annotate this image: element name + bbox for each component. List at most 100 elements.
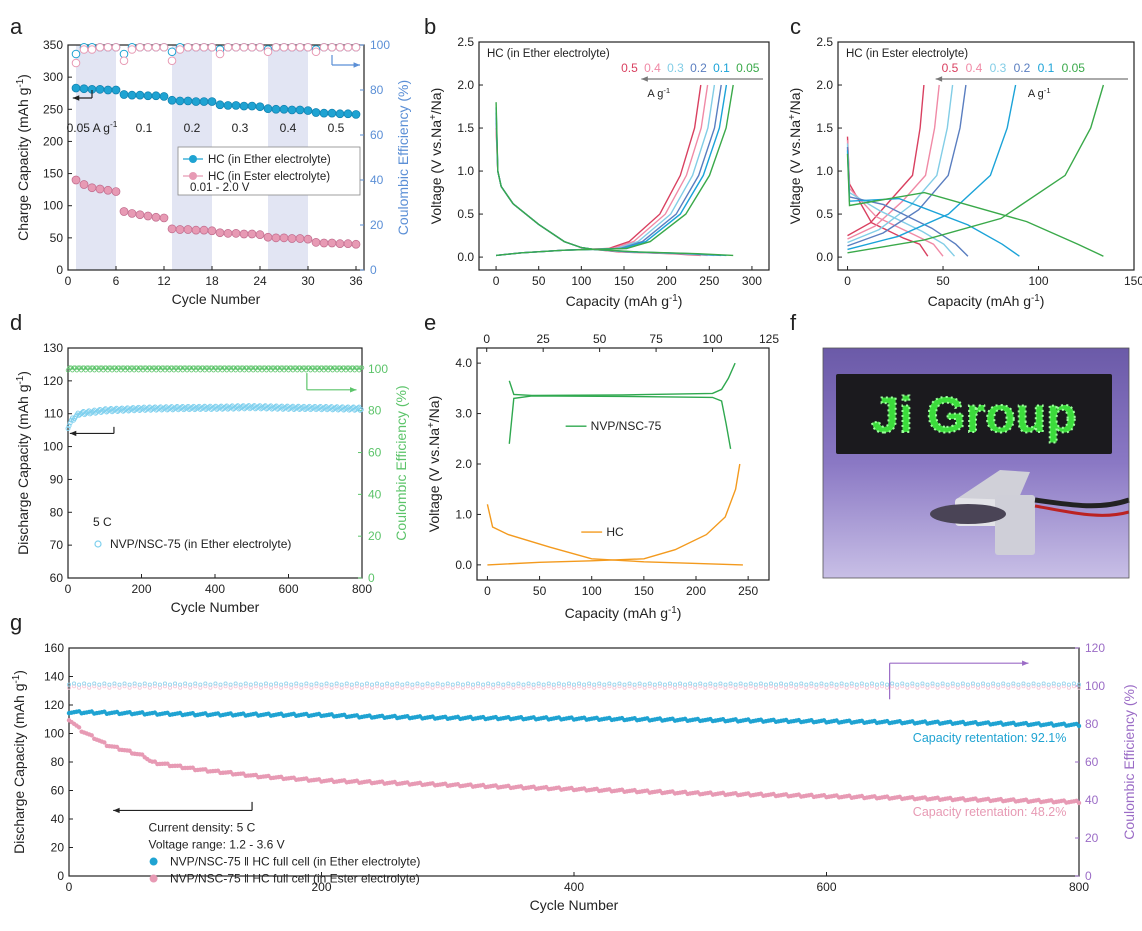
y-tick-label: 80 [50, 505, 64, 519]
ce-point [102, 684, 107, 689]
ce-point [354, 681, 359, 686]
y-tick-label: 100 [44, 727, 64, 741]
ce-point [226, 365, 231, 370]
ce-point [1077, 682, 1082, 687]
data-point [127, 90, 137, 100]
data-point [159, 213, 169, 223]
data-point [191, 97, 201, 106]
ce-point [67, 682, 72, 687]
ce-point [592, 682, 597, 687]
ce-point [390, 682, 395, 687]
ce-point [460, 682, 465, 687]
ce-point [268, 682, 273, 687]
ce-point [566, 684, 571, 689]
ce-point [486, 681, 491, 686]
rate-band [76, 45, 116, 270]
ce-point [77, 682, 82, 687]
panel-f: Ji Group [822, 347, 1130, 579]
ce-point [157, 682, 162, 687]
ce-point [82, 681, 87, 686]
ce-point [587, 681, 592, 686]
ce-point [758, 681, 763, 686]
ce-point [248, 365, 253, 370]
y2-tick-label: 120 [1085, 641, 1105, 655]
ce-point [536, 684, 541, 689]
ce-point [97, 682, 102, 687]
ce-point [612, 682, 617, 687]
ce-point [319, 682, 324, 687]
y-tick-label: 0 [56, 263, 63, 277]
ce-point [147, 682, 152, 687]
y-tick-label: 1.5 [816, 121, 833, 135]
ce-point [329, 682, 334, 687]
rate-arrow-head [935, 76, 943, 82]
data-point [71, 175, 81, 185]
data-point [231, 229, 241, 238]
legend-box [177, 146, 361, 196]
data-point [239, 229, 249, 239]
ce-point [657, 684, 662, 689]
data-point [343, 109, 353, 119]
ce-point [551, 682, 556, 687]
ce-point [708, 684, 713, 689]
data-point [66, 423, 72, 429]
ce-point [799, 684, 804, 689]
condition-note: Voltage range: 1.2 - 3.6 V [149, 838, 285, 852]
ce-point [587, 684, 592, 689]
ce-point [920, 684, 925, 689]
ce-point [405, 684, 410, 689]
data-point [199, 225, 209, 235]
plot-frame [478, 41, 770, 271]
ce-point [940, 684, 945, 689]
data-point [255, 102, 265, 112]
data-point [199, 97, 209, 106]
ce-point [819, 684, 824, 689]
y-tick-label: 20 [51, 841, 65, 855]
ce-point [688, 681, 693, 686]
ce-point [516, 684, 521, 689]
x-tick-label: 0 [844, 274, 851, 288]
ce-point [1011, 684, 1016, 689]
x-tick-label: 800 [1069, 880, 1089, 894]
data-point [183, 96, 193, 106]
data-point [239, 101, 249, 111]
ce-point [238, 682, 243, 687]
ce-point [195, 365, 200, 370]
data-point [303, 234, 313, 244]
y-tick-label: 160 [44, 641, 64, 655]
discharge-curve [495, 107, 727, 257]
voltage-note: 0.01 - 2.0 V [190, 182, 250, 194]
data-point [247, 229, 257, 239]
data-point [319, 238, 329, 248]
ce-point [193, 684, 198, 689]
ce-point [183, 42, 193, 52]
ce-point [309, 682, 314, 687]
ce-point [255, 42, 265, 52]
ce-point [274, 681, 279, 686]
ce-point [678, 684, 683, 689]
ce-point [173, 684, 178, 689]
ce-point [253, 684, 258, 689]
ce-point [738, 684, 743, 689]
data-point [215, 100, 225, 110]
ce-point [627, 681, 632, 686]
ce-point [186, 365, 191, 370]
ce-point [258, 682, 263, 687]
ce-point [779, 681, 784, 686]
cell-clip-lever [958, 470, 1030, 500]
ce-point [465, 684, 470, 689]
data-point [279, 104, 289, 114]
ce-point [582, 682, 587, 687]
y-tick-label: 60 [50, 571, 64, 585]
ce-point [183, 684, 188, 689]
rate-label: 0.4 [280, 121, 297, 135]
data-point [223, 101, 233, 110]
ce-point [960, 684, 965, 689]
ce-point [231, 42, 241, 52]
x-axis-title: Capacity (mAh g-1) [928, 293, 1045, 310]
ce-point [344, 681, 349, 686]
ce-point [188, 682, 193, 687]
ce-point [239, 365, 244, 370]
x-tick-label: 600 [816, 880, 836, 894]
ce-point [809, 681, 814, 686]
